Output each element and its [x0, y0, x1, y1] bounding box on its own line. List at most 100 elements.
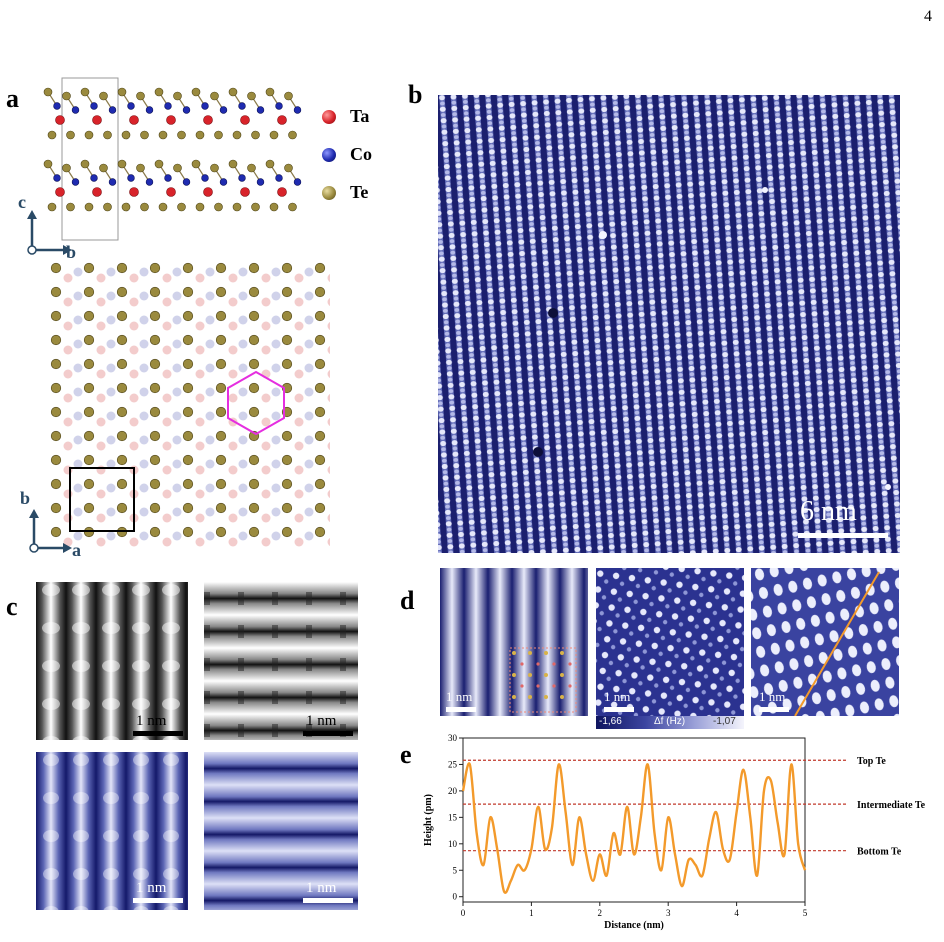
scale-label-c2: 1 nm — [306, 713, 337, 729]
y-tick-label: 25 — [448, 759, 458, 769]
co-atom — [271, 507, 281, 517]
te-atom — [116, 502, 128, 514]
te-atom — [182, 358, 194, 370]
te-atom — [136, 163, 145, 173]
ta-atom — [129, 393, 139, 403]
ta-atom — [327, 489, 330, 499]
te-atom — [314, 310, 326, 322]
ta-atom — [261, 321, 271, 331]
scale-bar-c1 — [133, 731, 183, 736]
ta-atom — [240, 187, 250, 197]
ta-atom — [96, 513, 106, 523]
te-atom — [116, 286, 128, 298]
ta-atom — [63, 489, 73, 499]
te-atom — [84, 130, 94, 140]
ta-atom — [162, 441, 172, 451]
ta-atom — [327, 393, 330, 403]
co-atom — [205, 363, 215, 373]
te-atom — [215, 502, 227, 514]
ta-atom — [162, 297, 172, 307]
co-atom — [106, 435, 116, 445]
co-atom — [304, 411, 314, 421]
co-atom — [238, 411, 248, 421]
co-atom — [275, 102, 283, 110]
te-atom — [182, 502, 194, 514]
scale-label-d3: 1 nm — [759, 689, 786, 704]
te-atom — [248, 382, 260, 394]
te-atom — [247, 91, 256, 101]
co-atom — [205, 291, 215, 301]
te-atom — [158, 130, 168, 140]
co-atom — [172, 291, 182, 301]
te-atom — [83, 406, 95, 418]
co-atom — [304, 291, 314, 301]
te-atom — [215, 310, 227, 322]
ta-atom — [195, 417, 205, 427]
te-atom — [248, 478, 260, 490]
te-atom — [149, 286, 161, 298]
te-atom — [121, 130, 131, 140]
axis-label-c: c — [18, 192, 26, 212]
te-atom — [177, 202, 186, 212]
te-atom — [195, 130, 205, 140]
ta-atom — [228, 465, 238, 475]
co-atom — [139, 531, 149, 541]
afm-image-1 — [440, 568, 588, 716]
ta-atom — [261, 297, 271, 307]
te-atom — [99, 91, 108, 101]
co-atom — [139, 291, 149, 301]
te-atom — [116, 310, 128, 322]
te-atom — [314, 286, 326, 298]
co-atom — [53, 102, 61, 110]
te-atom — [210, 163, 219, 173]
co-atom — [106, 387, 116, 397]
co-atom — [90, 174, 98, 182]
ta-atom — [261, 417, 271, 427]
co-atom — [106, 507, 116, 517]
te-atom — [47, 202, 57, 212]
co-atom — [172, 411, 182, 421]
co-atom — [73, 267, 83, 277]
ta-atom — [55, 187, 65, 197]
co-atom — [139, 339, 149, 349]
te-atom — [50, 286, 62, 298]
co-atom — [256, 106, 265, 114]
te-atom — [140, 202, 149, 212]
y-tick-label: 15 — [448, 812, 458, 822]
co-atom — [108, 106, 117, 114]
co-atom — [172, 339, 182, 349]
co-atom — [219, 178, 228, 186]
atom-legend: Ta Co Te — [322, 104, 392, 218]
te-atom — [84, 202, 94, 212]
ta-atom — [129, 297, 139, 307]
ta-atom — [195, 345, 205, 355]
te-atom — [182, 334, 194, 346]
axes-b-a-icon — [29, 509, 72, 553]
co-atom — [205, 411, 215, 421]
ta-atom — [294, 321, 304, 331]
te-atom — [83, 334, 95, 346]
te-atom — [121, 202, 131, 212]
co-atom — [73, 459, 83, 469]
co-atom — [304, 363, 314, 373]
te-atom — [182, 478, 194, 490]
ta-atom — [195, 513, 205, 523]
te-atom — [215, 526, 227, 538]
ta-atom — [162, 417, 172, 427]
te-atom — [314, 502, 326, 514]
ta-atom — [162, 321, 172, 331]
ta-atom — [162, 345, 172, 355]
te-atom — [149, 382, 161, 394]
te-atom — [215, 382, 227, 394]
ta-atom — [203, 115, 213, 125]
te-atom — [149, 526, 161, 538]
te-atom — [215, 358, 227, 370]
ta-atom — [92, 115, 102, 125]
co-atom — [238, 435, 248, 445]
co-atom — [139, 459, 149, 469]
ta-atom — [129, 441, 139, 451]
ta-atom — [96, 441, 106, 451]
co-atom — [139, 387, 149, 397]
ta-atom — [203, 187, 213, 197]
x-tick-label: 0 — [461, 908, 466, 918]
